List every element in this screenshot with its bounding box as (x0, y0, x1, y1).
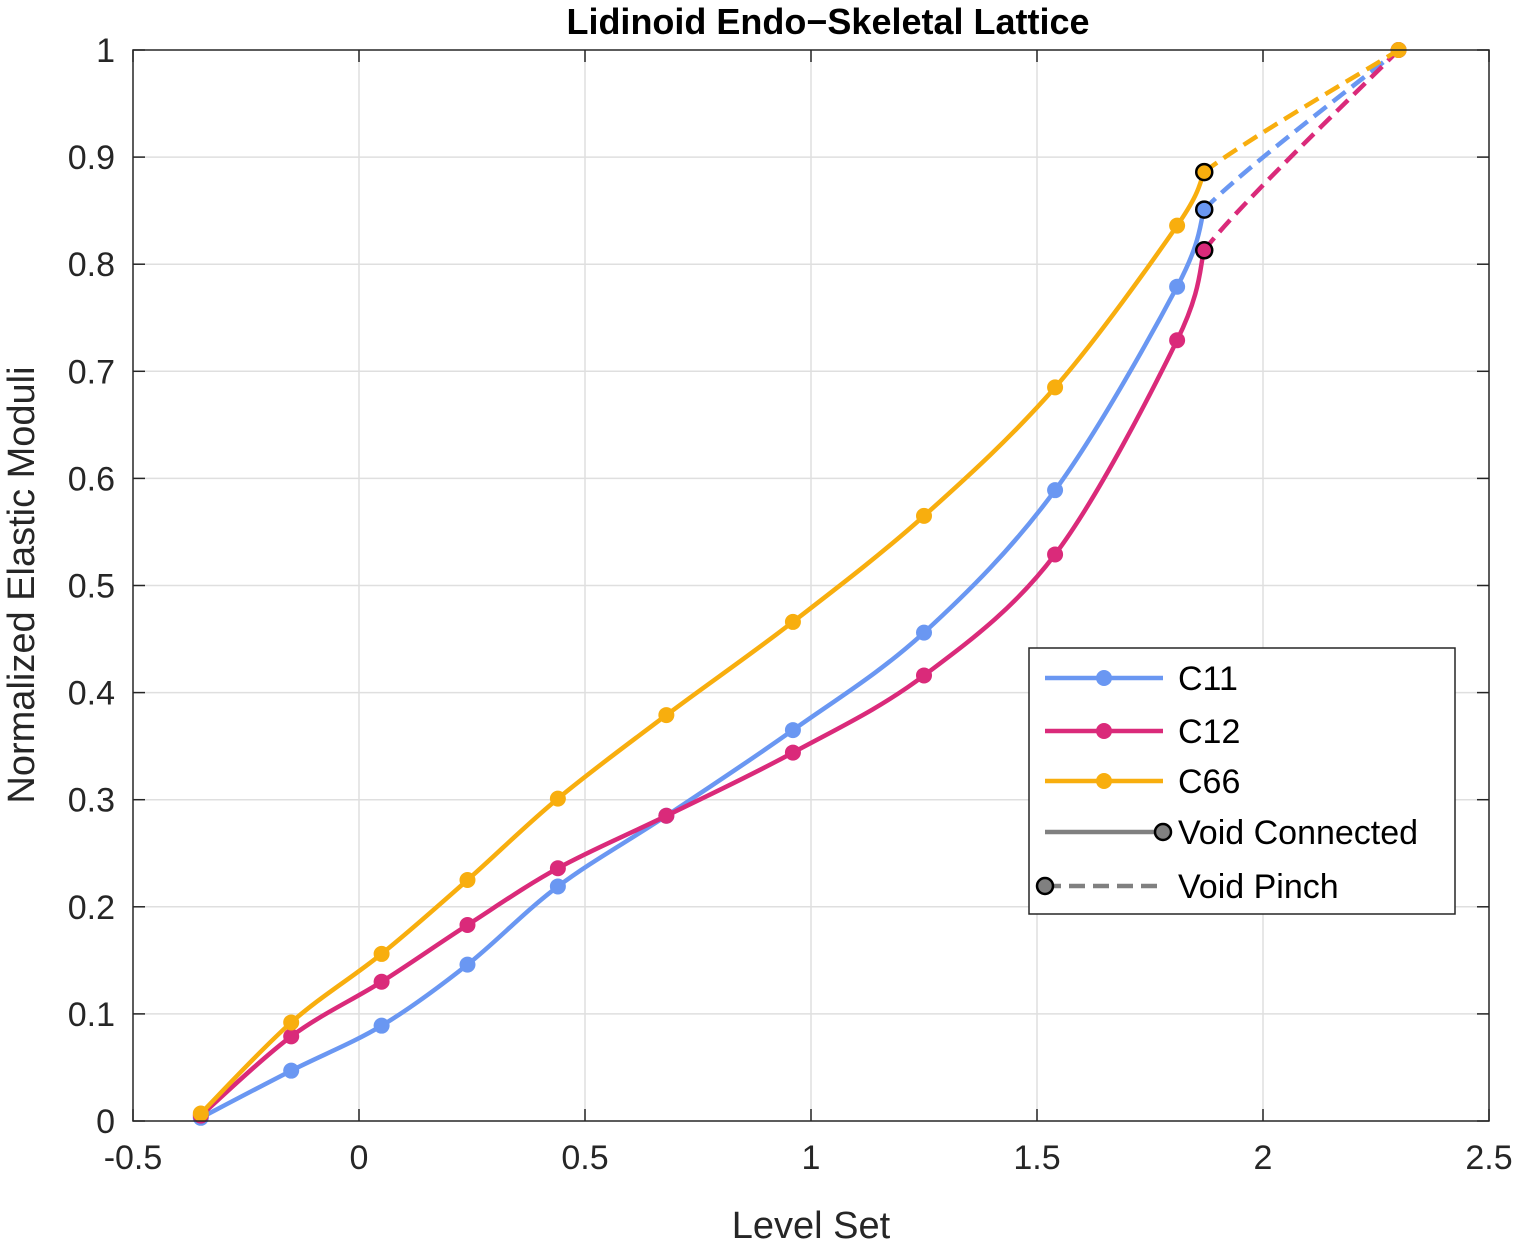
series-c11-point (549, 878, 566, 895)
series-c12-point (916, 667, 932, 684)
y-tick-label: 0.8 (68, 246, 115, 284)
y-tick-label: 1 (96, 32, 115, 70)
series-c11-point (1047, 482, 1064, 499)
series-c12-point (459, 917, 476, 934)
y-tick-label: 0 (96, 1103, 115, 1141)
y-tick-label: 0.6 (68, 460, 115, 498)
series-c66-point (784, 613, 801, 630)
x-tick-label: -0.5 (104, 1139, 163, 1177)
x-tick-label: 2.5 (1465, 1139, 1512, 1177)
series-layer (192, 42, 1407, 1126)
y-tick-label: 0.5 (68, 568, 115, 606)
series-c66 (192, 42, 1407, 1122)
series-c66-point (283, 1014, 300, 1031)
series-c11-point (373, 1017, 390, 1034)
legend-label-c11: C11 (1178, 660, 1238, 698)
y-tick-label: 0.1 (68, 996, 115, 1034)
ticks: -0.5 0 0.5 1 1.5 2 2.500.10.20.30.40.50.60.70.… (68, 32, 1513, 1177)
y-tick-label: 0.9 (68, 139, 115, 177)
y-tick-label: 0.3 (68, 782, 115, 820)
series-c66-point (1047, 379, 1064, 396)
series-c12-line (199, 249, 1207, 1118)
series-c66-pinch-point (1194, 162, 1214, 182)
series-c11-line (199, 208, 1207, 1120)
series-c66-point (658, 707, 675, 724)
series-c12-point (549, 860, 566, 877)
series-c11-point (283, 1062, 300, 1079)
series-c11-point (459, 956, 476, 973)
legend-marker-void-connected (1153, 822, 1173, 842)
chart-title: Lidinoid Endo−Skeletal Lattice (566, 1, 1089, 42)
series-c66-point (373, 945, 390, 962)
y-tick-label: 0.7 (68, 353, 115, 391)
series-c66-line (199, 171, 1207, 1116)
legend-marker-c66 (1096, 773, 1112, 789)
series-c12-point (283, 1028, 300, 1045)
series-c11-point (916, 624, 932, 641)
legend-marker-c12 (1096, 723, 1112, 739)
x-axis-label: Level Set (732, 1205, 891, 1244)
legend-label-c12: C12 (1178, 713, 1240, 751)
y-tick-label: 0.4 (68, 675, 115, 713)
y-tick-label: 0.2 (68, 889, 115, 927)
legend-marker-c11 (1096, 670, 1112, 686)
legend-items: C11 C12 C66 Void Connected Void Pinch (1035, 660, 1418, 906)
legend-label-void-pinch: Void Pinch (1178, 868, 1339, 906)
x-tick-label: 2 (1254, 1139, 1273, 1177)
legend: C11 C12 C66 Void Connected Void Pinch (1028, 647, 1456, 915)
series-c11-pinch-line (1202, 48, 1401, 212)
series-c11-point (1169, 278, 1186, 295)
series-c66-point (192, 1105, 209, 1122)
y-axis-label: Normalized Elastic Moduli (1, 366, 43, 803)
series-c11-pinch-point (1194, 200, 1214, 219)
series-c12-point (658, 807, 675, 824)
series-c12-point (784, 744, 801, 761)
x-tick-label: 1 (802, 1139, 821, 1177)
series-c12-point (1047, 546, 1064, 563)
series-c66-point (549, 790, 566, 807)
legend-marker-void-pinch (1035, 876, 1055, 896)
series-c66-point (916, 507, 932, 524)
x-tick-label: 1.5 (1013, 1139, 1060, 1177)
x-tick-label: 0.5 (561, 1139, 608, 1177)
series-c66-point (459, 872, 476, 889)
series-c11-point (784, 722, 801, 739)
x-tick-label: 0 (350, 1139, 369, 1177)
legend-label-c66: C66 (1178, 763, 1240, 801)
series-c66-point (1169, 217, 1186, 234)
series-c12-point (1169, 332, 1186, 349)
series-c12-pinch-point (1194, 241, 1214, 260)
series-c12-point (373, 973, 390, 990)
series-c12-pinch-line (1202, 48, 1401, 252)
legend-label-void-connected: Void Connected (1178, 814, 1418, 852)
